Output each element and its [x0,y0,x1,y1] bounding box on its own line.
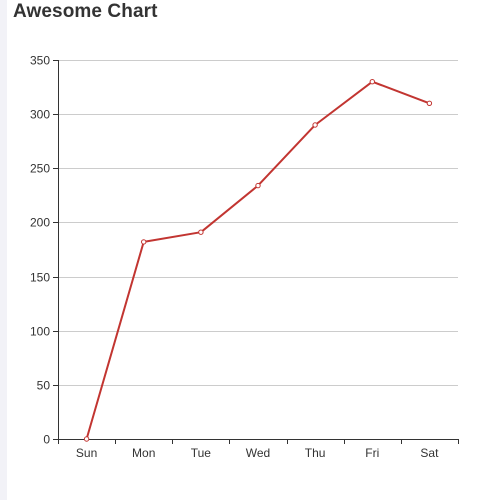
x-tick-label: Fri [365,446,379,460]
data-point[interactable] [255,182,261,189]
y-tick-label: 250 [30,162,50,176]
data-point[interactable] [312,122,318,128]
x-tick-label: Thu [305,446,326,460]
y-tick-label: 350 [30,54,50,68]
x-tick-label: Tue [191,446,212,460]
x-axis-tick-labels: Sun Mon Tue Wed Thu Fri Sat [76,446,439,460]
left-sidebar-strip [0,0,7,500]
series-layer [83,79,433,442]
y-tick-label: 300 [30,108,50,122]
chart-title: Awesome Chart [13,1,158,22]
x-tick-label: Wed [246,446,270,460]
y-tick-label: 200 [30,216,50,230]
data-point[interactable] [83,436,90,442]
y-tick-label: 50 [37,379,51,393]
y-tick-label: 100 [30,325,50,339]
data-point[interactable] [426,100,433,107]
data-point[interactable] [141,239,147,245]
y-tick-label: 150 [30,271,50,285]
x-tick-label: Sat [420,446,439,460]
data-point[interactable] [369,79,375,85]
grid-lines [58,60,458,386]
x-tick-label: Mon [132,446,155,460]
y-tick-label: 0 [43,433,50,447]
x-tick-label: Sun [76,446,97,460]
y-axis-tick-labels: 0 50 100 150 200 250 300 350 [30,54,50,447]
axes [53,60,459,444]
data-point[interactable] [198,229,204,235]
